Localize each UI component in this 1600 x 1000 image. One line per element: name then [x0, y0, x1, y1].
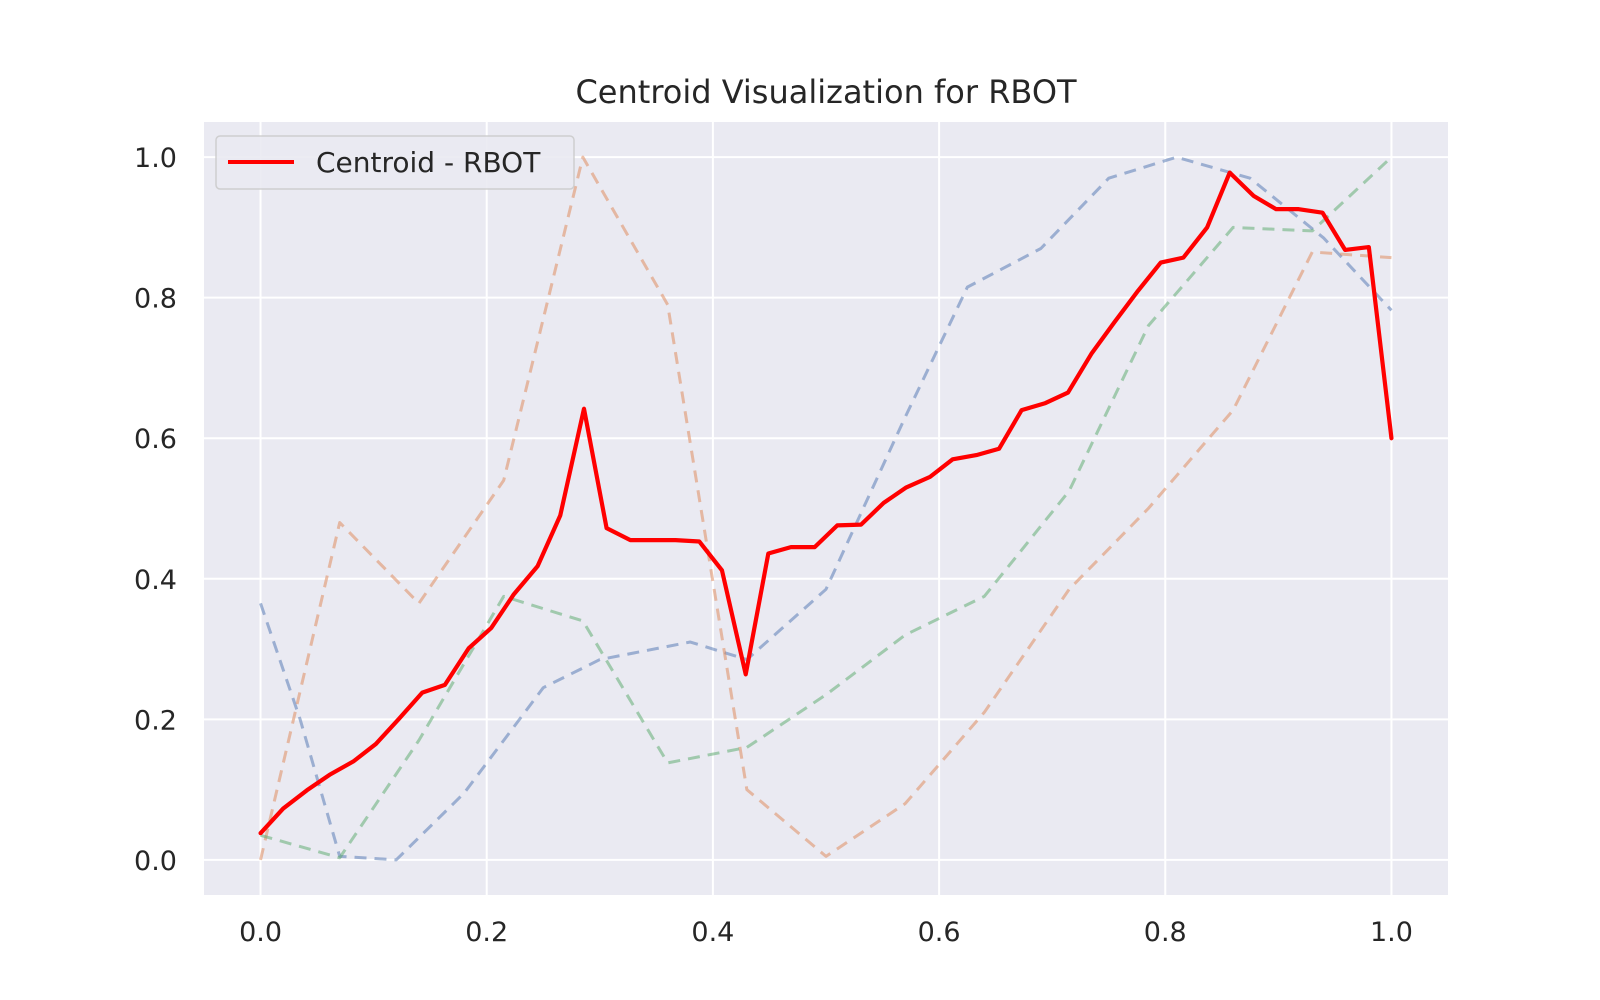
centroid-series-line: [258, 170, 1394, 836]
y-tick-label: 0.4: [134, 565, 177, 596]
y-tick-label: 0.2: [134, 705, 177, 736]
x-tick-label: 0.6: [918, 917, 961, 948]
x-tick-label: 0.0: [239, 917, 282, 948]
y-tick-label: 0.6: [134, 424, 177, 455]
legend-box: [215, 135, 575, 190]
y-tick-label: 0.0: [134, 846, 177, 877]
x-tick-label: 0.2: [465, 917, 508, 948]
x-tick-label: 0.8: [1144, 917, 1187, 948]
plot-background: [204, 122, 1448, 895]
y-axis-ticks: 0.0 0.2 0.4 0.6 0.8 1.0: [134, 143, 177, 877]
legend-label-centroid: Centroid - RBOT: [316, 146, 541, 179]
series-lines: [258, 155, 1394, 862]
reference-series-line-2: [259, 155, 1392, 861]
reference-series-line-3: [260, 156, 1393, 860]
chart-title: Centroid Visualization for RBOT: [575, 73, 1077, 111]
reference-series-line-1: [259, 155, 1393, 862]
x-tick-label: 0.4: [691, 917, 734, 948]
x-tick-label: 1.0: [1370, 917, 1413, 948]
y-tick-label: 0.8: [134, 284, 177, 315]
legend: Centroid - RBOT: [215, 135, 575, 190]
x-axis-ticks: 0.0 0.2 0.4 0.6 0.8 1.0: [239, 917, 1413, 948]
y-tick-label: 1.0: [134, 143, 177, 174]
